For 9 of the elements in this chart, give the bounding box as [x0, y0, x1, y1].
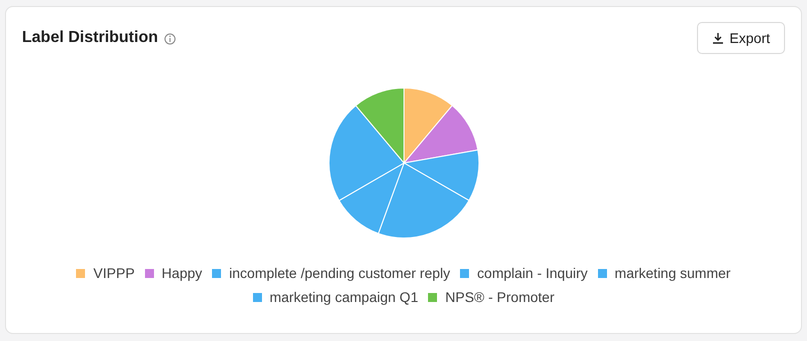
legend-label: Happy: [162, 265, 202, 281]
legend-label: NPS® - Promoter: [445, 289, 554, 305]
legend-label: incomplete /pending customer reply: [229, 265, 450, 281]
text: Export: [730, 30, 770, 46]
legend-label: marketing summer: [614, 265, 731, 281]
legend-label: VIPPP: [93, 265, 135, 281]
legend-label: marketing campaign Q1: [270, 289, 418, 305]
chart-title: Label Distribution: [22, 29, 158, 47]
legend-label: complain - Inquiry: [477, 265, 588, 281]
